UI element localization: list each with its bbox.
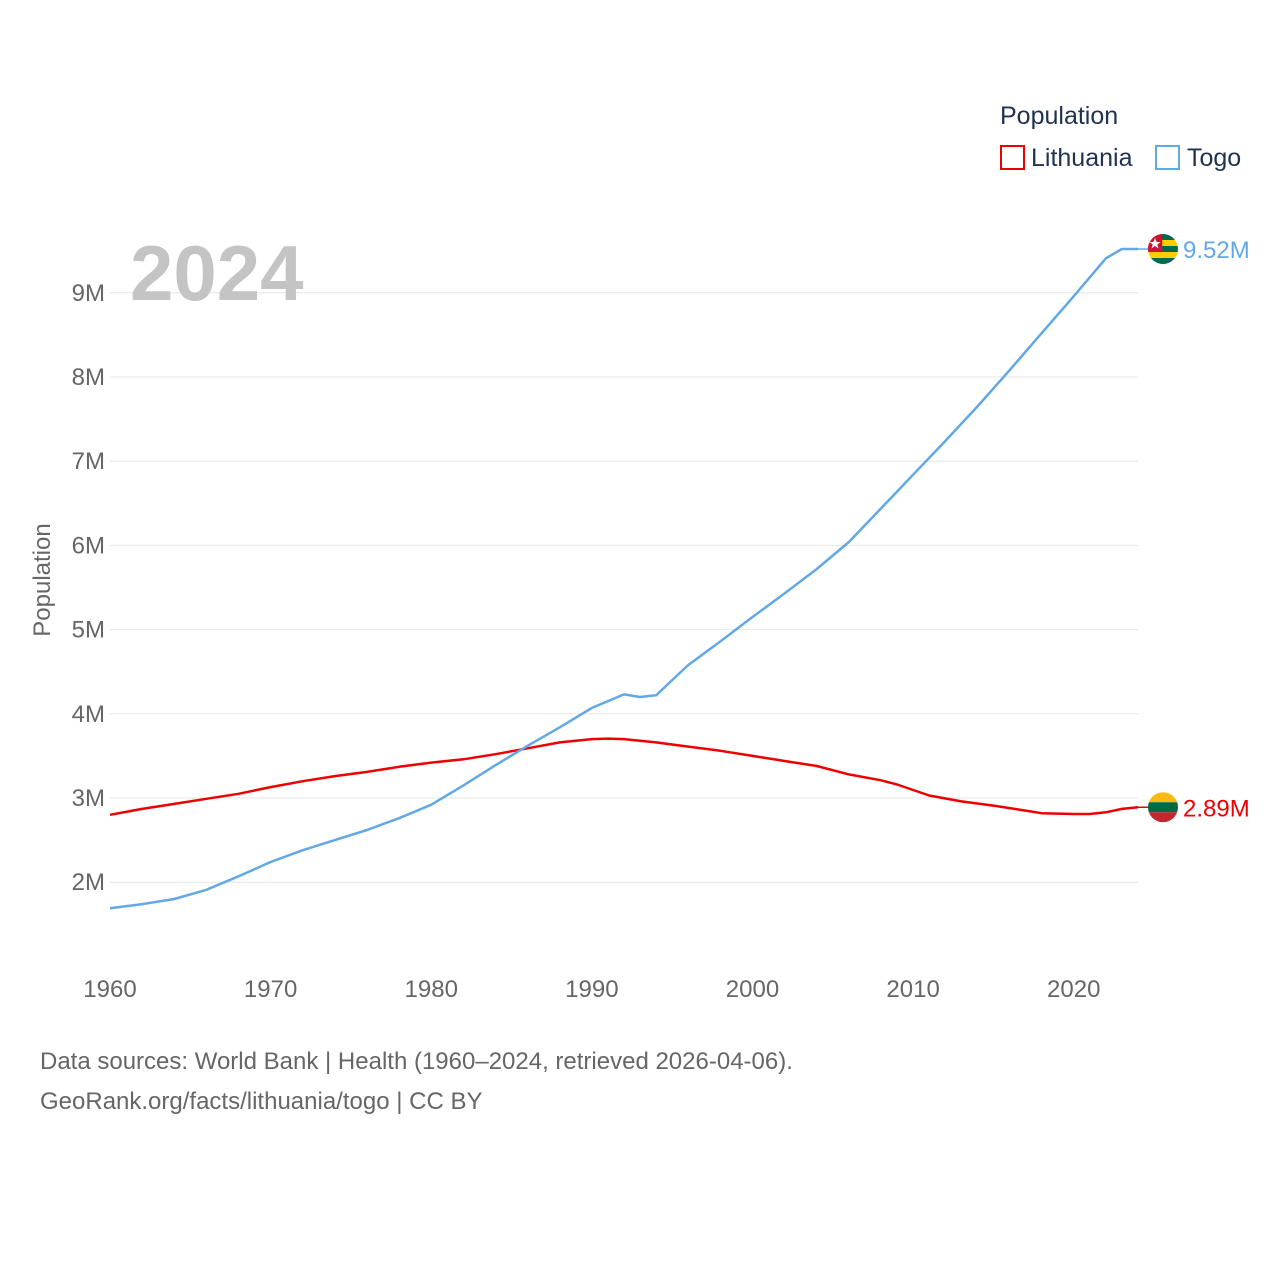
lithuania-flag-icon (1148, 792, 1178, 823)
y-tick-label: 6M (72, 532, 105, 559)
y-axis-ticks: 2M 3M 4M 5M 6M 7M 8M 9M (72, 280, 105, 896)
legend: Population Lithuania Togo (1000, 102, 1241, 172)
x-tick-label: 1990 (565, 976, 618, 1003)
data-sources-text: Data sources: World Bank | Health (1960–… (40, 1048, 793, 1075)
y-tick-label: 8M (72, 364, 105, 391)
x-tick-label: 2000 (726, 976, 779, 1003)
series-end-labels: 2.89M 9.52M (1138, 234, 1250, 823)
line-chart: 2M 3M 4M 5M 6M 7M 8M 9M 1960 1970 1980 1990 2000 201… (29, 102, 1250, 1003)
x-tick-label: 1980 (405, 976, 458, 1003)
y-tick-label: 7M (72, 448, 105, 475)
legend-item-togo[interactable]: Togo (1155, 144, 1241, 172)
x-tick-label: 1960 (83, 976, 136, 1003)
end-value-label-lithuania: 2.89M (1183, 795, 1250, 822)
legend-title: Population (1000, 102, 1118, 130)
series-line-togo[interactable] (109, 247, 1138, 910)
togo-flag-icon (1148, 234, 1178, 265)
legend-swatch-togo (1155, 145, 1180, 170)
chart-footer: Data sources: World Bank | Health (1960–… (40, 1042, 793, 1122)
end-value-label-togo: 9.52M (1183, 237, 1250, 264)
gridlines (110, 292, 1138, 883)
year-label: 2024 (130, 229, 304, 317)
legend-item-lithuania[interactable]: Lithuania (1000, 144, 1133, 172)
legend-label-togo: Togo (1187, 144, 1241, 172)
x-tick-label: 2010 (886, 976, 939, 1003)
y-tick-label: 5M (72, 617, 105, 644)
y-tick-label: 2M (72, 869, 105, 896)
x-axis-ticks: 1960 1970 1980 1990 2000 2010 2020 (83, 976, 1100, 1003)
legend-label-lithuania: Lithuania (1031, 144, 1133, 172)
series-line-lithuania[interactable] (109, 737, 1139, 817)
y-axis-title: Population (29, 523, 56, 636)
y-tick-label: 3M (72, 785, 105, 812)
attribution-link[interactable]: GeoRank.org/facts/lithuania/togo | CC BY (40, 1088, 483, 1115)
y-tick-label: 9M (72, 280, 105, 307)
x-tick-label: 1970 (244, 976, 297, 1003)
x-tick-label: 2020 (1047, 976, 1100, 1003)
series-lines (109, 247, 1139, 910)
y-tick-label: 4M (72, 701, 105, 728)
legend-swatch-lithuania (1000, 145, 1025, 170)
